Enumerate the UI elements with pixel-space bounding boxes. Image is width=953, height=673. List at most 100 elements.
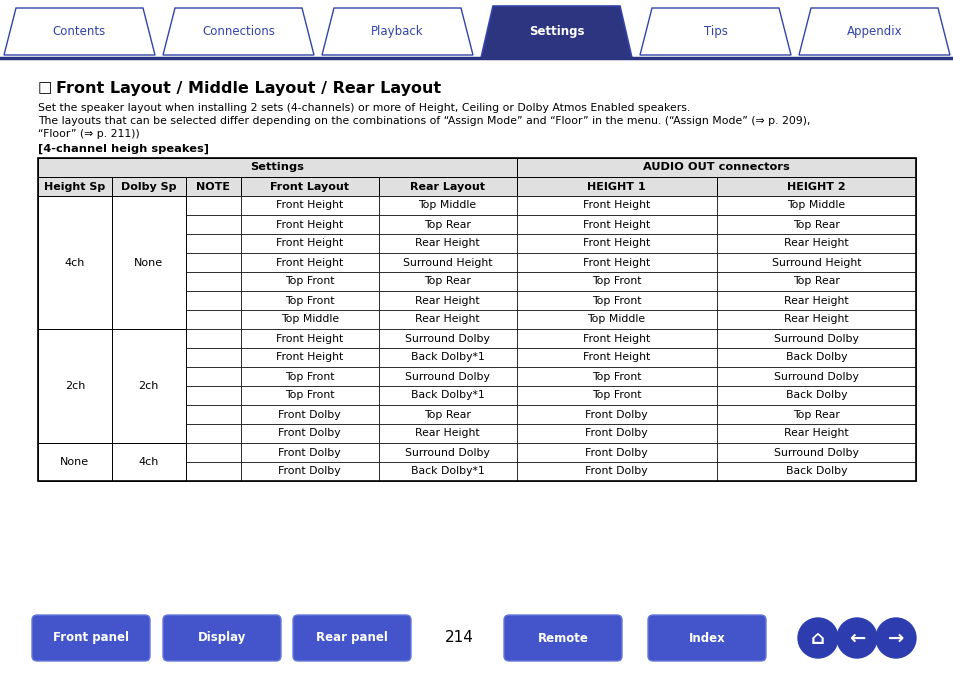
Bar (240, 253, 378, 272)
Text: Front Layout / Middle Layout / Rear Layout: Front Layout / Middle Layout / Rear Layo… (56, 81, 440, 96)
Bar (112, 367, 185, 386)
Bar (240, 196, 378, 215)
Text: Back Dolby*1: Back Dolby*1 (411, 466, 484, 476)
Text: Front Height: Front Height (582, 219, 650, 229)
Bar (378, 310, 516, 329)
Bar (516, 234, 716, 253)
Text: Settings: Settings (528, 26, 583, 38)
Text: Top Rear: Top Rear (792, 409, 839, 419)
Bar (38, 158, 516, 177)
Bar (516, 329, 716, 348)
Text: Front Height: Front Height (582, 238, 650, 248)
Text: Surround Height: Surround Height (402, 258, 492, 267)
Bar (716, 386, 915, 405)
Text: Front Height: Front Height (582, 334, 650, 343)
Text: 4ch: 4ch (138, 457, 158, 467)
Bar (716, 196, 915, 215)
Bar (38, 177, 112, 196)
Bar (112, 215, 185, 234)
Text: Tips: Tips (702, 25, 727, 38)
Bar (38, 253, 112, 272)
Text: HEIGHT 1: HEIGHT 1 (587, 182, 645, 192)
Text: Top Front: Top Front (285, 295, 335, 306)
Bar (240, 386, 378, 405)
Bar (378, 234, 516, 253)
Bar (716, 272, 915, 291)
Text: None: None (134, 258, 163, 267)
Text: Remote: Remote (537, 631, 588, 645)
Text: Surround Dolby: Surround Dolby (405, 371, 490, 382)
Bar (112, 329, 185, 443)
Polygon shape (4, 8, 154, 55)
Bar (240, 367, 378, 386)
Bar (112, 310, 185, 329)
Bar (185, 424, 240, 443)
Text: Back Dolby*1: Back Dolby*1 (411, 390, 484, 400)
Text: Rear Height: Rear Height (415, 295, 479, 306)
Text: Set the speaker layout when installing 2 sets (4-channels) or more of Height, Ce: Set the speaker layout when installing 2… (38, 103, 690, 113)
FancyBboxPatch shape (647, 615, 765, 661)
Bar (516, 367, 716, 386)
Bar (112, 386, 185, 405)
Bar (38, 215, 112, 234)
Bar (38, 196, 112, 215)
Text: Front Height: Front Height (275, 238, 343, 248)
Text: Surround Dolby: Surround Dolby (773, 334, 858, 343)
Bar (716, 177, 915, 196)
Bar (38, 367, 112, 386)
Bar (378, 386, 516, 405)
FancyBboxPatch shape (32, 615, 150, 661)
Text: Back Dolby: Back Dolby (784, 466, 846, 476)
Bar (716, 329, 915, 348)
Bar (38, 234, 112, 253)
FancyBboxPatch shape (163, 615, 281, 661)
Text: Rear panel: Rear panel (315, 631, 388, 645)
Bar (112, 196, 185, 215)
Bar (112, 405, 185, 424)
Bar (185, 348, 240, 367)
Bar (716, 291, 915, 310)
Text: →: → (887, 629, 903, 647)
Bar (516, 291, 716, 310)
Bar (38, 310, 112, 329)
Text: 214: 214 (444, 631, 473, 645)
Bar (38, 462, 112, 481)
Bar (185, 310, 240, 329)
Text: Index: Index (688, 631, 724, 645)
Bar (516, 158, 915, 177)
Bar (112, 177, 185, 196)
Bar (185, 405, 240, 424)
Bar (378, 329, 516, 348)
Text: Front Layout: Front Layout (270, 182, 349, 192)
Bar (112, 234, 185, 253)
Text: None: None (60, 457, 90, 467)
Text: Top Rear: Top Rear (792, 219, 839, 229)
Bar (112, 443, 185, 481)
Bar (516, 405, 716, 424)
Bar (716, 405, 915, 424)
Text: Top Front: Top Front (285, 371, 335, 382)
Bar (378, 348, 516, 367)
Bar (516, 253, 716, 272)
Text: Front Height: Front Height (275, 219, 343, 229)
Text: Back Dolby: Back Dolby (784, 353, 846, 363)
Text: Rear Layout: Rear Layout (410, 182, 484, 192)
FancyBboxPatch shape (503, 615, 621, 661)
Bar (516, 196, 716, 215)
Bar (185, 234, 240, 253)
Text: AUDIO OUT connectors: AUDIO OUT connectors (642, 162, 789, 172)
Text: Contents: Contents (52, 25, 106, 38)
Bar (378, 405, 516, 424)
Text: Surround Height: Surround Height (771, 258, 861, 267)
Polygon shape (163, 8, 314, 55)
Bar (240, 291, 378, 310)
Bar (716, 443, 915, 462)
Bar (516, 177, 716, 196)
Text: Top Middle: Top Middle (587, 314, 645, 324)
Text: Top Rear: Top Rear (792, 277, 839, 287)
Text: Rear Height: Rear Height (415, 238, 479, 248)
Text: Front Height: Front Height (582, 201, 650, 211)
Text: Front Dolby: Front Dolby (278, 429, 340, 439)
Bar (240, 234, 378, 253)
Text: Top Front: Top Front (591, 277, 640, 287)
